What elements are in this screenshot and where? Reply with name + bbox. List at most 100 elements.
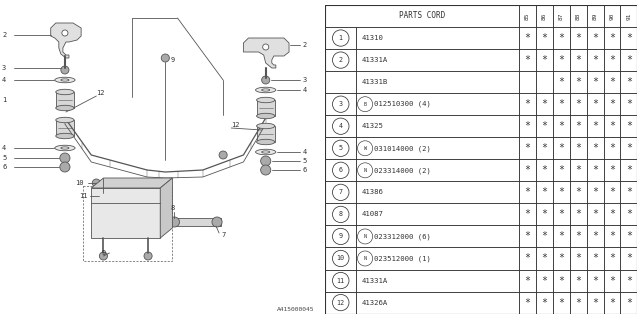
Circle shape bbox=[333, 228, 349, 244]
Bar bbox=[587, 115, 604, 137]
Text: *: * bbox=[524, 298, 530, 308]
Text: 41326A: 41326A bbox=[362, 300, 388, 306]
Circle shape bbox=[333, 162, 349, 179]
Text: *: * bbox=[626, 276, 632, 285]
Text: *: * bbox=[541, 165, 547, 175]
Bar bbox=[570, 27, 587, 49]
Text: 4: 4 bbox=[302, 149, 307, 155]
Text: *: * bbox=[575, 55, 581, 65]
Text: N: N bbox=[364, 256, 367, 261]
Bar bbox=[536, 204, 553, 225]
Bar bbox=[325, 204, 356, 225]
Text: 12: 12 bbox=[231, 122, 240, 128]
Text: *: * bbox=[541, 298, 547, 308]
Bar bbox=[519, 71, 536, 93]
Text: 89: 89 bbox=[593, 12, 598, 20]
Text: *: * bbox=[558, 276, 564, 285]
Bar bbox=[536, 137, 553, 159]
Bar bbox=[325, 247, 356, 269]
Bar bbox=[356, 247, 519, 269]
Ellipse shape bbox=[55, 77, 75, 83]
Bar bbox=[587, 159, 604, 181]
Ellipse shape bbox=[262, 89, 270, 91]
Bar bbox=[519, 5, 536, 27]
Bar bbox=[325, 269, 356, 292]
Bar bbox=[570, 292, 587, 314]
Text: 4: 4 bbox=[339, 123, 343, 129]
Bar bbox=[621, 49, 637, 71]
Bar bbox=[356, 71, 519, 93]
Text: *: * bbox=[575, 253, 581, 263]
Text: 012510300 (4): 012510300 (4) bbox=[374, 101, 431, 108]
Text: *: * bbox=[541, 33, 547, 43]
Bar bbox=[604, 204, 621, 225]
Bar bbox=[553, 292, 570, 314]
Polygon shape bbox=[160, 178, 172, 238]
Bar bbox=[621, 115, 637, 137]
Text: *: * bbox=[524, 231, 530, 242]
Text: *: * bbox=[524, 33, 530, 43]
Ellipse shape bbox=[255, 149, 276, 155]
Text: 2: 2 bbox=[302, 42, 307, 48]
Bar bbox=[570, 225, 587, 247]
Text: *: * bbox=[558, 165, 564, 175]
Text: *: * bbox=[558, 121, 564, 131]
Text: 41087: 41087 bbox=[362, 212, 384, 217]
Text: *: * bbox=[626, 33, 632, 43]
Bar bbox=[553, 225, 570, 247]
Bar bbox=[325, 93, 356, 115]
Bar bbox=[570, 71, 587, 93]
Text: *: * bbox=[609, 165, 615, 175]
Text: 7: 7 bbox=[339, 189, 343, 196]
Bar bbox=[325, 49, 356, 71]
Text: *: * bbox=[541, 121, 547, 131]
Bar bbox=[519, 269, 536, 292]
Bar bbox=[621, 137, 637, 159]
Text: *: * bbox=[524, 165, 530, 175]
Bar bbox=[325, 5, 519, 27]
Bar bbox=[56, 92, 74, 108]
Bar bbox=[621, 93, 637, 115]
Circle shape bbox=[260, 156, 271, 166]
Text: *: * bbox=[575, 165, 581, 175]
Text: 41331A: 41331A bbox=[362, 57, 388, 63]
Bar bbox=[536, 247, 553, 269]
Text: *: * bbox=[558, 253, 564, 263]
Bar bbox=[519, 225, 536, 247]
Bar bbox=[587, 247, 604, 269]
Text: 6: 6 bbox=[2, 164, 6, 170]
Bar bbox=[587, 27, 604, 49]
Bar bbox=[587, 5, 604, 27]
Bar bbox=[570, 204, 587, 225]
Text: *: * bbox=[609, 99, 615, 109]
Bar bbox=[553, 181, 570, 204]
Text: *: * bbox=[558, 188, 564, 197]
Text: N: N bbox=[364, 168, 367, 173]
Bar bbox=[587, 49, 604, 71]
Circle shape bbox=[333, 52, 349, 68]
Text: 9: 9 bbox=[339, 234, 343, 239]
Bar bbox=[621, 27, 637, 49]
Bar bbox=[570, 137, 587, 159]
Text: 91: 91 bbox=[627, 12, 632, 20]
Bar bbox=[553, 71, 570, 93]
Circle shape bbox=[212, 217, 222, 227]
Bar bbox=[356, 137, 519, 159]
Text: *: * bbox=[558, 231, 564, 242]
Text: 1: 1 bbox=[339, 35, 343, 41]
Text: *: * bbox=[541, 188, 547, 197]
Text: *: * bbox=[575, 276, 581, 285]
Text: *: * bbox=[626, 143, 632, 153]
Bar bbox=[325, 115, 356, 137]
Text: *: * bbox=[592, 231, 598, 242]
Bar bbox=[325, 71, 356, 93]
Bar bbox=[356, 93, 519, 115]
Text: *: * bbox=[626, 165, 632, 175]
Text: *: * bbox=[558, 298, 564, 308]
Bar bbox=[621, 181, 637, 204]
Text: *: * bbox=[558, 55, 564, 65]
Text: *: * bbox=[524, 209, 530, 220]
Text: 87: 87 bbox=[559, 12, 564, 20]
Text: *: * bbox=[626, 188, 632, 197]
Text: B: B bbox=[364, 102, 367, 107]
